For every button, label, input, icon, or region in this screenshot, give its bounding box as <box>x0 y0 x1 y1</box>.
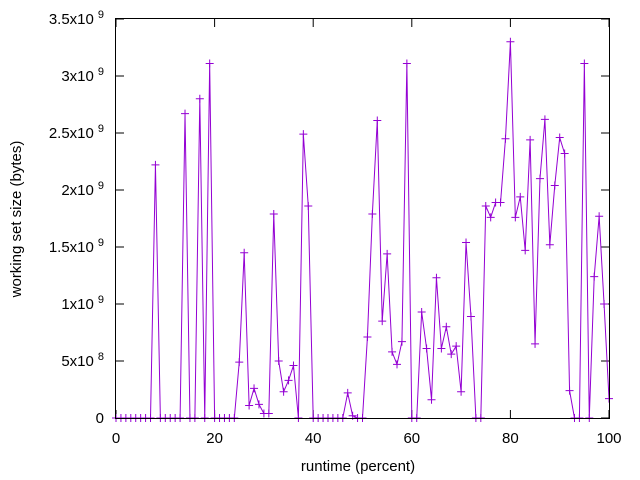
y-tick-label: 2.5x10 9 <box>49 123 104 142</box>
y-tick-label: 3.5x10 9 <box>49 9 104 28</box>
y-axis-title: working set size (bytes) <box>8 141 25 299</box>
series-layer <box>112 37 613 422</box>
data-point <box>437 344 446 353</box>
data-point <box>506 37 515 46</box>
x-axis-ticks: 0 20 40 60 80 100 <box>112 19 622 447</box>
x-tick-label: 80 <box>502 430 519 447</box>
data-point <box>378 317 387 326</box>
data-point <box>521 246 530 255</box>
y-tick-label: 5x10 8 <box>61 351 104 370</box>
y-axis-ticks: 0 5x10 8 1x10 9 1.5x10 9 2x10 9 2.5x10 9 3x10 9 3.5x1… <box>49 9 609 427</box>
data-point <box>373 116 382 125</box>
data-point <box>545 240 554 249</box>
data-point <box>422 344 431 353</box>
data-point <box>501 134 510 143</box>
data-point <box>590 272 599 281</box>
data-point <box>402 59 411 68</box>
data-point <box>511 213 520 222</box>
data-point <box>264 409 273 418</box>
y-tick-label: 1x10 9 <box>61 294 104 313</box>
y-tick-label: 0 <box>96 410 104 427</box>
y-tick-label: 1.5x10 9 <box>49 237 104 256</box>
data-point <box>516 192 525 201</box>
x-tick-label: 100 <box>596 430 621 447</box>
data-point <box>452 342 461 351</box>
data-point <box>457 387 466 396</box>
data-point <box>447 350 456 359</box>
data-point <box>195 94 204 103</box>
data-point <box>481 201 490 210</box>
data-point <box>496 198 505 207</box>
data-point <box>600 300 609 308</box>
data-point <box>580 59 589 68</box>
data-point <box>427 395 436 404</box>
data-point <box>442 322 451 331</box>
y-tick-label: 2x10 9 <box>61 180 104 199</box>
data-point <box>235 358 244 367</box>
data-point <box>289 361 298 370</box>
data-point <box>555 133 564 142</box>
data-point <box>343 388 352 397</box>
data-point <box>368 209 377 218</box>
data-point <box>363 333 372 342</box>
data-point <box>269 209 278 218</box>
x-axis-title: runtime (percent) <box>301 458 415 475</box>
data-point <box>550 181 559 190</box>
data-point <box>274 357 283 365</box>
data-point <box>526 135 535 144</box>
data-point <box>284 376 293 385</box>
data-point <box>245 401 254 410</box>
series-line <box>116 41 610 419</box>
data-point <box>388 347 397 356</box>
x-tick-label: 0 <box>112 430 120 447</box>
data-point <box>393 360 402 369</box>
data-point <box>254 400 263 409</box>
x-tick-label: 60 <box>403 430 420 447</box>
data-point <box>205 59 214 68</box>
data-point <box>462 238 471 247</box>
data-point <box>565 386 574 395</box>
data-point <box>486 213 495 222</box>
data-point <box>595 212 604 221</box>
data-point <box>181 109 190 118</box>
data-point <box>531 339 540 348</box>
data-point <box>540 115 549 124</box>
data-point <box>535 174 544 183</box>
y-tick-label: 3x10 9 <box>61 66 104 85</box>
data-point <box>279 387 288 396</box>
data-point <box>560 149 569 158</box>
data-point <box>466 312 475 321</box>
plot-frame <box>115 18 610 419</box>
data-point <box>397 337 406 346</box>
x-tick-label: 40 <box>305 430 322 447</box>
data-point <box>383 249 392 258</box>
data-point <box>151 160 160 169</box>
data-point <box>240 248 249 257</box>
data-point <box>299 130 308 139</box>
data-point <box>432 273 441 282</box>
x-tick-label: 20 <box>206 430 223 447</box>
data-point <box>417 307 426 316</box>
data-point <box>250 384 259 393</box>
data-point <box>304 201 313 210</box>
